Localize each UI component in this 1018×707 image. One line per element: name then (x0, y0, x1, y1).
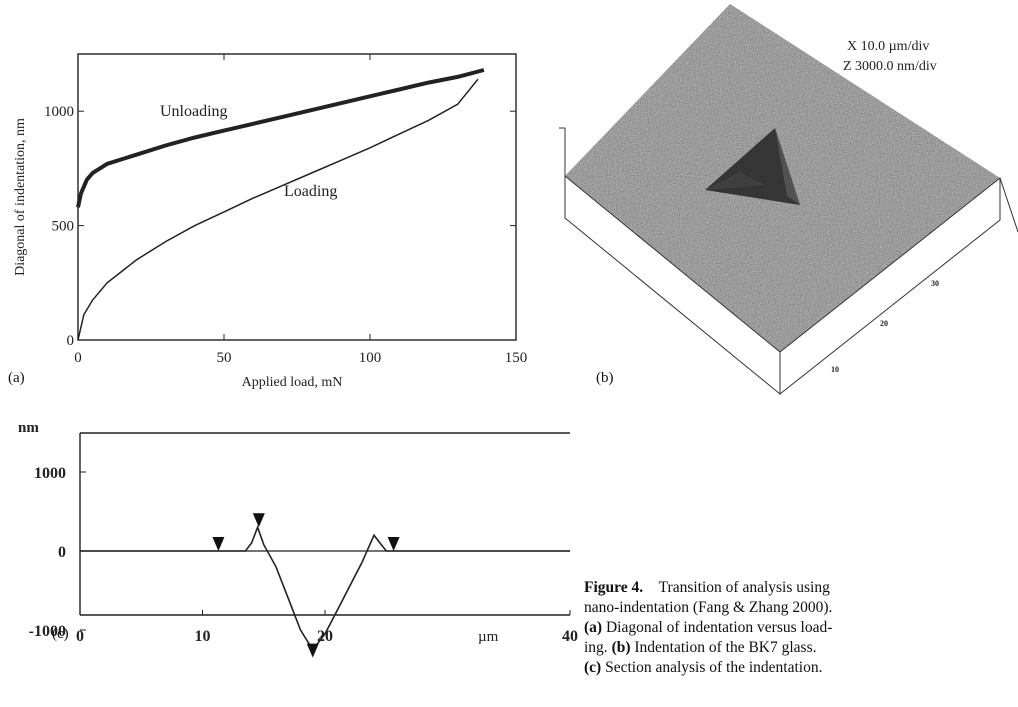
chart-a: 0 50 100 150 0 500 1000 Unloading Loading Appl… (13, 53, 528, 390)
chart-a-ylabel: Diagonal of indentation, nm (13, 118, 28, 276)
x-tick-label-0: 0 (74, 350, 82, 366)
cursor-marker-4 (387, 537, 400, 551)
caption-line1: Transition of analysis using (658, 579, 830, 596)
figure-caption: Figure 4. Transition of analysis using n… (584, 578, 1018, 678)
cursor-marker-3 (306, 643, 319, 658)
caption-line4-start: ing. (584, 639, 608, 656)
indent-shadow-2 (775, 128, 800, 205)
c-x-tick-label-10: 10 (195, 628, 211, 645)
c-y-tick-label-2: -1000 (29, 623, 66, 640)
chart-c-ylabel: nm (18, 420, 39, 436)
x-tick-label-50: 50 (217, 350, 232, 366)
c-x-tick-label-0: 0 (76, 628, 84, 645)
series-label-unloading: Unloading (160, 103, 228, 120)
caption-line4: Indentation of the BK7 glass. (634, 639, 817, 656)
surface-plot: X 10.0 µm/div Z 3000.0 nm/div 10 20 30 (559, 4, 1018, 396)
caption-line3: Diagonal of indentation versus load- (605, 619, 833, 636)
y-tick-label-0: 0 (67, 333, 75, 349)
chart-c-xlabel: µm (478, 629, 499, 645)
chart-a-frame (77, 53, 517, 341)
x-tick-label-100: 100 (359, 350, 382, 366)
chart-c-plot: 0 10 20 40 1000 0 -1000 nm µm (18, 420, 578, 658)
chart-b: X 10.0 µm/div Z 3000.0 nm/div 10 20 30 (559, 4, 1018, 396)
chart-a-xlabel: Applied load, mN (242, 375, 343, 390)
series-unloading (76, 68, 485, 208)
c-x-tick-label-20: 20 (317, 628, 333, 645)
series-label-loading: Loading (284, 183, 337, 200)
surface-front-right (779, 176, 1001, 396)
caption-b: (b) (611, 639, 631, 656)
x-tick-label-150: 150 (505, 350, 528, 366)
panel-label-a: (a) (8, 370, 25, 386)
axis-tick-10: 10 (831, 365, 839, 374)
panel-label-b: (b) (596, 370, 614, 386)
c-y-tick-label-1: 0 (58, 544, 66, 561)
caption-line2: nano-indentation (Fang & Zhang 2000). (584, 599, 833, 616)
panel-label-c: (c) (52, 626, 69, 642)
c-x-tick-label-40: 40 (562, 628, 578, 645)
series-loading (77, 78, 479, 341)
chart-c: 0 10 20 40 1000 0 -1000 nm µm (18, 420, 578, 658)
caption-a: (a) (584, 619, 603, 636)
right-edge (999, 177, 1018, 233)
axis-tick-20: 20 (880, 319, 888, 328)
caption-c: (c) (584, 659, 602, 676)
annotation-x-scale: X 10.0 µm/div (847, 39, 929, 54)
axis-tick-30: 30 (931, 279, 939, 288)
caption-line5: Section analysis of the indentation. (605, 659, 823, 676)
indent-shadow-3 (705, 172, 765, 190)
y-tick-label-500: 500 (52, 219, 75, 235)
y-tick-label-1000: 1000 (44, 104, 74, 120)
chart-a-plot: 0 50 100 150 0 500 1000 Unloading Loading Appl… (13, 53, 528, 390)
c-y-tick-label-0: 1000 (34, 465, 66, 482)
annotation-z-scale: Z 3000.0 nm/div (843, 59, 937, 74)
cursor-marker-1 (212, 537, 225, 551)
caption-title: Figure 4. (584, 579, 644, 596)
cursor-marker-2 (252, 513, 265, 528)
